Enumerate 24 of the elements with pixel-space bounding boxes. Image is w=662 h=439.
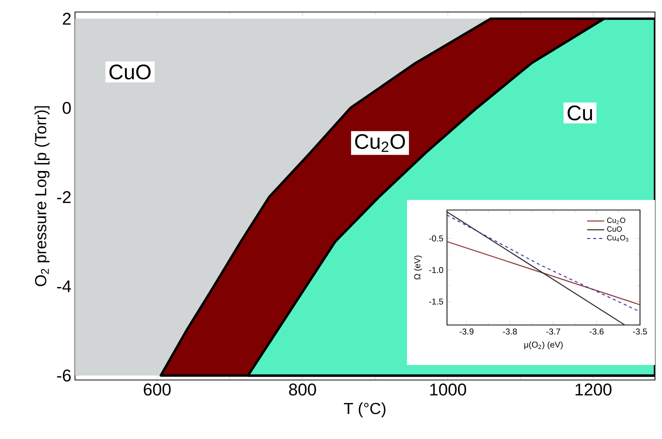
x-tick-label: -3.8 [502,328,517,335]
x-tick-label: 1000 [430,384,466,396]
x-axis-title: μ(O$_{2}$) (eV) [524,341,563,350]
x-tick-label: 800 [289,384,316,396]
x-tick-label: -3.7 [546,328,560,335]
y-tick-label: 0 [62,102,71,114]
x-tick-label: -3.6 [590,328,604,335]
annotation: Cu [568,106,592,120]
y-tick-label: -2 [57,191,71,204]
x-tick-label: 600 [144,384,171,396]
y-tick-label: 2 [62,12,71,25]
y-tick-label: -1.0 [429,267,444,274]
y-axis-title: O$_{2}$ pressure Log [p (Torr)] [34,106,50,286]
y-tick-label: -0.5 [429,235,444,242]
x-tick-label: 1200 [576,384,612,396]
y-tick-label: -1.5 [429,298,444,305]
x-tick-label: -3.5 [633,328,647,335]
x-axis-title: T (°C) [344,402,386,418]
y-tick-label: -6 [57,370,71,382]
y-axis-title: Ω (eV) [414,256,422,280]
x-tick-label: -3.9 [460,328,474,335]
y-tick-label: -4 [57,280,71,292]
annotation: CuO [109,64,151,80]
annotation: Cu$_{2}$O [355,134,405,152]
